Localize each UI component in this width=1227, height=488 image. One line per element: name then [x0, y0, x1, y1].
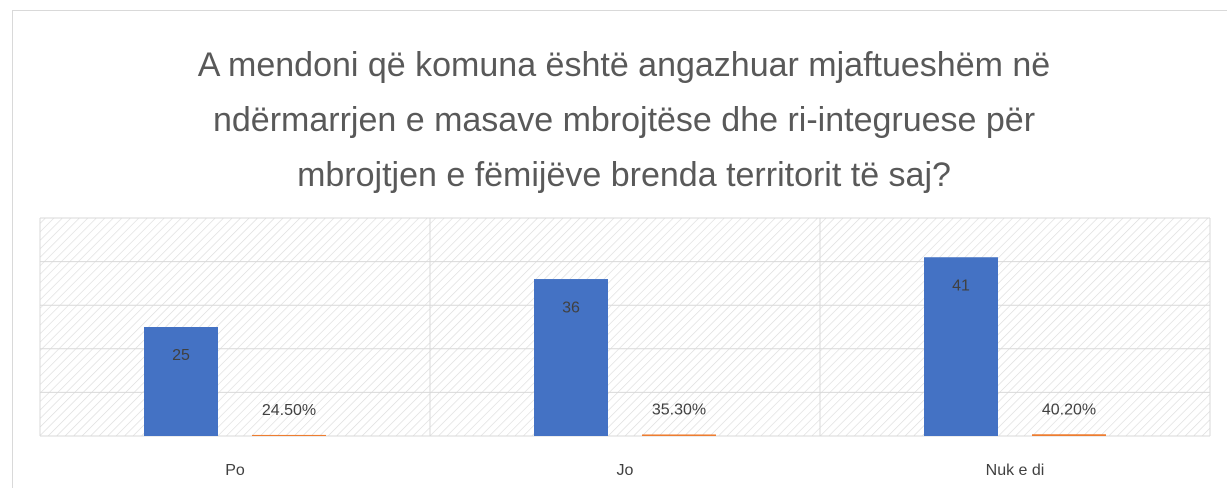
- data-label: 25: [172, 347, 190, 364]
- x-tick-label: Nuk e di: [986, 462, 1045, 479]
- bar: [252, 434, 326, 436]
- chart-title-line: A mendoni që komuna është angazhuar mjaf…: [198, 46, 1050, 84]
- chart-title-line: ndërmarrjen e masave mbrojtëse dhe ri-in…: [213, 101, 1035, 139]
- bar: [144, 327, 218, 436]
- x-tick-label: Jo: [617, 462, 634, 479]
- x-tick-label: Po: [225, 462, 245, 479]
- data-label: 40.20%: [1042, 401, 1096, 418]
- data-label: 35.30%: [652, 402, 706, 419]
- bar: [1032, 434, 1106, 436]
- bar: [642, 434, 716, 436]
- chart-title-line: mbrojtjen e fëmijëve brenda territorit t…: [297, 156, 951, 194]
- data-label: 24.50%: [262, 402, 316, 419]
- chart-title: A mendoni që komuna është angazhuar mjaf…: [198, 46, 1050, 194]
- plot-area: [40, 218, 1210, 436]
- data-label: 41: [952, 277, 970, 294]
- bar: [924, 257, 998, 436]
- data-label: 36: [562, 299, 580, 316]
- bar: [534, 279, 608, 436]
